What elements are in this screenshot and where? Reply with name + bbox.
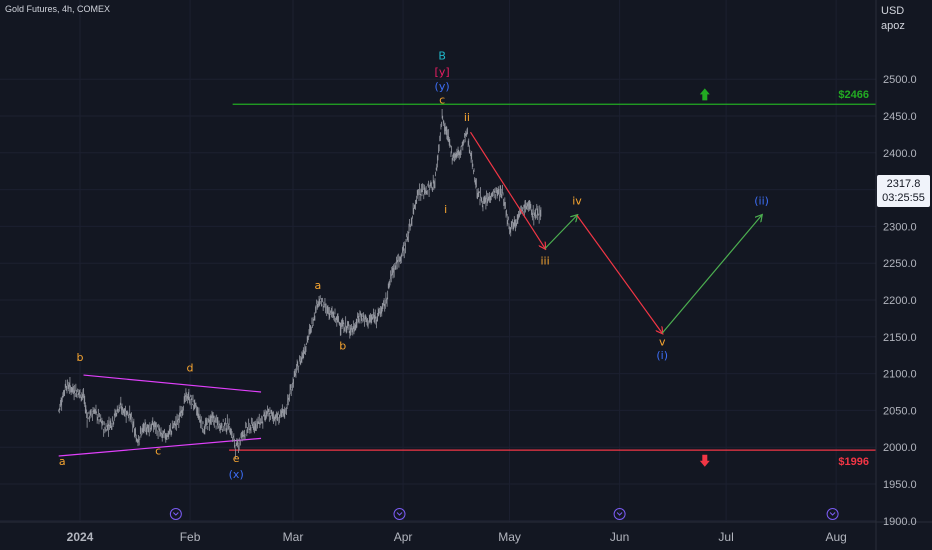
trendline [83,374,262,393]
price-tick-label: 1950.0 [883,479,917,491]
date-tick-label: Mar [283,530,304,544]
resistance-label: $2466 [838,89,869,101]
candles-layer [58,108,542,459]
date-tick-label: Aug [825,530,846,544]
event-icon[interactable] [613,508,626,520]
wave-label: B [438,49,446,62]
event-icon[interactable] [169,508,182,520]
wave-label: d [187,361,194,374]
wave-label: a [314,279,321,292]
forecast-line [661,215,761,334]
wave-label: iv [572,194,582,207]
wave-label: e [233,452,240,465]
wave-label: (x) [229,468,244,481]
price-tick-label: 2000.0 [883,442,917,454]
down-arrow-icon [699,454,710,467]
level-tags: $2466 $1996 [838,89,869,468]
price-tick-label: 2200.0 [883,295,917,307]
wave-label: i [444,203,447,216]
date-tick-label: May [498,530,521,544]
wave-label: ii [464,111,470,124]
date-tick-label: Jun [610,530,629,544]
price-tick-label: 2250.0 [883,258,917,270]
level-lines [229,103,876,451]
wave-label: c [155,445,161,458]
price-tick-label: 1900.0 [883,516,917,528]
forecast-layer [469,131,762,334]
last-price: 2317.8 [886,178,921,190]
price-tick-label: 2050.0 [883,405,917,417]
support-label: $1996 [838,456,869,468]
marker-layer [699,88,710,467]
date-tick-label: Apr [394,530,413,544]
last-price-badge: 2317.8 03:25:55 [877,175,930,207]
event-icon[interactable] [393,508,406,520]
wave-label: (i) [656,349,668,362]
event-icon-glyph [396,512,403,516]
time-axis[interactable]: 2024 Feb Mar Apr May Jun Jul Aug [67,530,847,544]
wave-label: v [659,336,666,349]
forecast-line [544,215,577,249]
up-arrow-icon [699,88,710,101]
forecast-line [469,131,546,248]
wave-label: b [339,339,346,352]
currency-code: USD [881,5,905,17]
event-icon-glyph [616,512,623,516]
chart-grid [0,0,876,522]
wave-label: b [77,351,84,364]
currency-label[interactable]: USD apoz [881,4,905,34]
wave-label: (y) [435,80,450,93]
price-tick-label: 2400.0 [883,148,917,160]
forecast-line [576,215,662,333]
event-icon-layer [169,508,839,520]
wave-label: iii [540,255,549,268]
wave-label: (ii) [754,194,769,207]
symbol-title: Gold Futures, 4h, COMEX [5,4,111,14]
event-icon-glyph [829,512,836,516]
event-icon[interactable] [826,508,839,520]
price-tick-label: 2150.0 [883,332,917,344]
bar-countdown: 03:25:55 [882,192,925,204]
date-tick-label: Feb [180,530,201,544]
price-tick-label: 2100.0 [883,369,917,381]
wave-label: a [59,455,66,468]
price-axis[interactable]: 1900.0 1950.0 2000.0 2050.0 2100.0 2150.0 2200… [883,74,917,528]
price-tick-label: 2300.0 [883,221,917,233]
wave-label: c [439,93,445,106]
event-icon-glyph [172,512,179,516]
date-tick-label: 2024 [67,530,94,544]
wave-label: [y] [435,66,450,79]
price-tick-label: 2450.0 [883,111,917,123]
trendline-layer [58,374,262,457]
date-tick-label: Jul [718,530,733,544]
scale-mode: apoz [881,20,905,32]
trendline [58,437,262,457]
price-tick-label: 2500.0 [883,74,917,86]
